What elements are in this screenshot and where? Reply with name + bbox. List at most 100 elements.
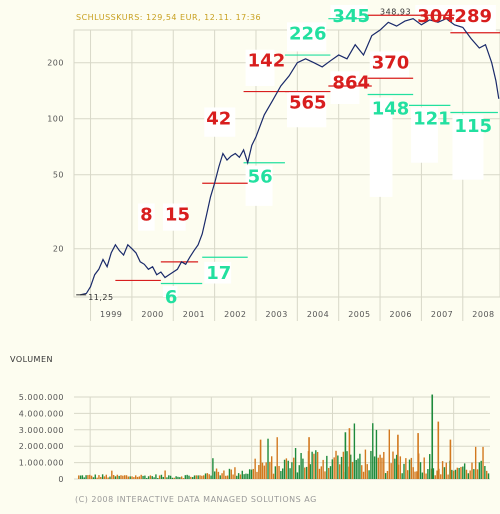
volume-bar [217, 471, 220, 479]
volume-bar [169, 475, 172, 479]
annotation-box [245, 49, 275, 86]
volume-spike-bar [437, 421, 440, 479]
volume-bar [320, 466, 323, 479]
volume-bar [432, 468, 435, 479]
annotation-label: 15 [165, 205, 190, 226]
volume-bar [188, 475, 190, 479]
volume-bar [180, 476, 183, 479]
volume-bar [85, 475, 87, 479]
volume-bar [458, 467, 460, 479]
volume-bar [372, 423, 374, 479]
volume-bar [241, 470, 243, 479]
volume-bar [384, 473, 387, 479]
annotation-box [204, 107, 236, 137]
volume-bar [162, 476, 164, 479]
volume-bar [445, 462, 447, 479]
volume-bar [419, 462, 422, 479]
volume-bar [324, 471, 326, 479]
volume-spike-bar [397, 434, 399, 479]
volume-bar [282, 468, 284, 479]
volume-axis: 0 1.000.000 2.000.000 3.000.000 4.000.000 5.0… [19, 393, 64, 484]
volume-spike-bar [348, 428, 351, 479]
volume-bar [263, 465, 266, 479]
volume-bar [123, 475, 126, 479]
volume-header: VOLUMEN [10, 355, 53, 364]
volume-bar [410, 457, 413, 479]
volume-bar [373, 456, 376, 479]
annotation-box [452, 114, 484, 180]
volume-bar [215, 468, 218, 479]
volume-bar [436, 470, 438, 479]
volume-bar [204, 473, 207, 479]
volume-bar [471, 462, 473, 479]
volume-bar [142, 475, 144, 479]
volume-bar [131, 476, 133, 479]
volume-bar [261, 462, 264, 479]
annotation-label: 115 [454, 116, 492, 137]
price-series [80, 18, 500, 296]
volume-bar [427, 469, 429, 479]
volume-bar [179, 477, 181, 479]
volume-bar [294, 448, 297, 479]
volume-bar [298, 465, 300, 479]
volume-bar [175, 476, 177, 479]
volume-bar [243, 474, 245, 479]
year-label: 2003 [265, 310, 287, 319]
volume-bar [474, 446, 477, 479]
volume-bar [434, 475, 436, 479]
volume-bar [429, 454, 431, 479]
volume-bar [351, 461, 354, 479]
volume-tick-label: 3.000.000 [19, 426, 64, 435]
volume-bar [225, 475, 227, 479]
price-tick-label: 200 [47, 59, 64, 68]
volume-bar [412, 467, 414, 479]
volume-bar [452, 470, 455, 479]
volume-bar [248, 469, 251, 479]
volume-bar [226, 475, 229, 479]
volume-bar [322, 459, 324, 479]
year-label: 2007 [431, 310, 453, 319]
volume-bar [107, 477, 109, 479]
volume-bar [447, 474, 449, 479]
volume-bar [252, 468, 255, 479]
volume-bar [206, 473, 209, 479]
volume-bar [112, 475, 115, 479]
volume-bar [212, 458, 214, 479]
volume-spike-bar [431, 394, 434, 479]
volume-bar [270, 456, 273, 479]
volume-bar [403, 463, 405, 479]
volume-spike-bar [259, 439, 262, 479]
volume-bar [89, 474, 91, 479]
volume-bar [247, 473, 249, 479]
volume-bar [191, 477, 194, 479]
volume-tick-label: 1.000.000 [19, 459, 64, 468]
annotation-label: 565 [289, 93, 327, 114]
volume-bar [340, 456, 343, 479]
volume-bar [120, 475, 122, 479]
volume-bar [197, 475, 199, 479]
low-value-label: 11,25 [88, 293, 113, 302]
annotation-box [369, 51, 410, 79]
volume-bar [135, 475, 137, 479]
year-label: 2001 [183, 310, 205, 319]
volume-tick-label: 5.000.000 [19, 393, 64, 402]
volume-bar [136, 476, 139, 479]
annotation-box [162, 203, 186, 231]
copyright: (C) 2008 INTERACTIVE DATA MANAGED SOLUTI… [75, 495, 317, 504]
volume-bar [146, 478, 148, 479]
volume-bar [199, 475, 201, 479]
volume-bar [327, 467, 330, 479]
year-label: 1999 [100, 310, 122, 319]
volume-bar [173, 477, 175, 479]
volume-bar [392, 451, 394, 479]
volume-bar [353, 423, 356, 479]
volume-bar [296, 472, 299, 479]
annotation-label: 6 [165, 287, 178, 308]
volume-bar [100, 476, 102, 479]
volume-bar [96, 477, 98, 479]
volume-bar [83, 477, 85, 479]
volume-bar [234, 467, 236, 479]
volume-bar [280, 471, 282, 479]
